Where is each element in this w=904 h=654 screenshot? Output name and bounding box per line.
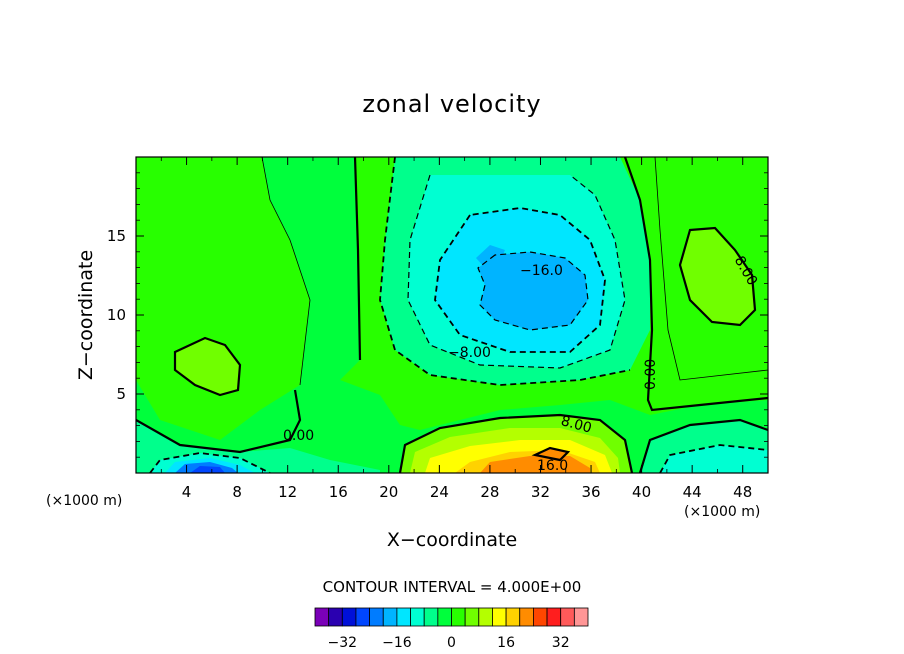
colorbar-swatch xyxy=(573,607,589,627)
contour-line xyxy=(398,413,634,473)
colorbar-swatch xyxy=(314,607,330,627)
contour-line xyxy=(654,157,768,381)
colorbar-swatch xyxy=(451,607,466,627)
y-tick-label: 5 xyxy=(116,385,126,403)
contour-label: 8.00 xyxy=(559,413,593,437)
x-axis-unit: (×1000 m) xyxy=(46,493,122,509)
contour-label: 0.00 xyxy=(283,428,314,444)
x-tick-label: 44 xyxy=(683,483,702,501)
contour-region xyxy=(136,157,768,473)
z-axis-unit: (×1000 m) xyxy=(684,504,760,520)
contour-line xyxy=(353,157,362,361)
chart-title: zonal velocity xyxy=(362,90,541,118)
x-tick-label: 36 xyxy=(581,483,600,501)
y-tick-label: 10 xyxy=(107,306,126,324)
y-tick-label: 15 xyxy=(107,227,126,245)
colorbar-labels: −32 −16 0 16 32 xyxy=(328,635,570,651)
colorbar-tick-label: 16 xyxy=(497,635,515,651)
colorbar-swatch xyxy=(492,607,507,627)
x-tick-label: 4 xyxy=(182,483,192,501)
colorbar-swatch xyxy=(437,607,452,627)
colorbar-swatch xyxy=(533,607,548,627)
contour-line xyxy=(407,174,626,369)
contour-interval-text: CONTOUR INTERVAL = 4.000E+00 xyxy=(323,578,582,596)
colorbar-tick-label: −32 xyxy=(328,635,358,651)
contour-line xyxy=(678,226,757,327)
contour-line xyxy=(136,389,302,454)
contour-line xyxy=(623,157,768,412)
contour-region xyxy=(476,245,505,268)
colorbar-tick-label: 32 xyxy=(552,635,570,651)
contour-label: −16.0 xyxy=(520,263,563,279)
x-axis-ticks: 4 8 12 16 20 24 28 32 36 40 44 48 xyxy=(160,157,752,501)
contour-region xyxy=(660,445,768,473)
contour-line xyxy=(261,157,311,386)
contour-label: −8.00 xyxy=(448,345,491,361)
x-tick-label: 24 xyxy=(430,483,449,501)
x-tick-label: 32 xyxy=(531,483,550,501)
y-axis-label: Z−coordinate xyxy=(75,250,97,380)
contour-line xyxy=(659,444,768,473)
x-tick-label: 28 xyxy=(480,483,499,501)
contour-region xyxy=(175,338,240,395)
plot-area: −16.0 8.00 −8.00 0.00 0.00 8.00 16.0 xyxy=(136,157,768,474)
colorbar-swatch xyxy=(396,607,411,627)
colorbar xyxy=(314,607,589,627)
colorbar-swatch xyxy=(505,607,521,627)
x-tick-label: 48 xyxy=(733,483,752,501)
contour-region xyxy=(478,252,588,330)
x-tick-label: 12 xyxy=(278,483,297,501)
colorbar-swatch xyxy=(355,607,371,627)
contour-label: 16.0 xyxy=(537,458,568,474)
colorbar-swatch xyxy=(341,607,357,627)
colorbar-swatch xyxy=(464,607,480,627)
colorbar-swatch xyxy=(560,607,575,627)
colorbar-swatch xyxy=(546,607,562,627)
y-axis-ticks: 5 10 15 xyxy=(107,172,768,458)
colorbar-swatch xyxy=(369,607,384,627)
x-axis-label: X−coordinate xyxy=(387,529,517,551)
colorbar-swatch xyxy=(478,607,493,627)
colorbar-swatch xyxy=(382,607,398,627)
x-tick-label: 16 xyxy=(329,483,348,501)
contour-line xyxy=(173,336,242,397)
colorbar-swatch xyxy=(328,607,343,627)
contour-line xyxy=(638,418,768,473)
colorbar-tick-label: 0 xyxy=(447,635,456,651)
x-tick-label: 20 xyxy=(379,483,398,501)
x-tick-label: 8 xyxy=(232,483,242,501)
contour-line xyxy=(379,157,631,386)
contour-region xyxy=(190,466,225,473)
contour-line xyxy=(531,446,571,462)
colorbar-swatch xyxy=(410,607,425,627)
contour-line xyxy=(149,452,271,473)
contour-region xyxy=(480,456,590,473)
contour-label: 0.00 xyxy=(643,359,659,390)
colorbar-tick-label: −16 xyxy=(382,635,412,651)
contour-line xyxy=(434,207,606,353)
colorbar-swatch xyxy=(423,607,439,627)
x-tick-label: 40 xyxy=(632,483,651,501)
colorbar-swatch xyxy=(519,607,534,627)
